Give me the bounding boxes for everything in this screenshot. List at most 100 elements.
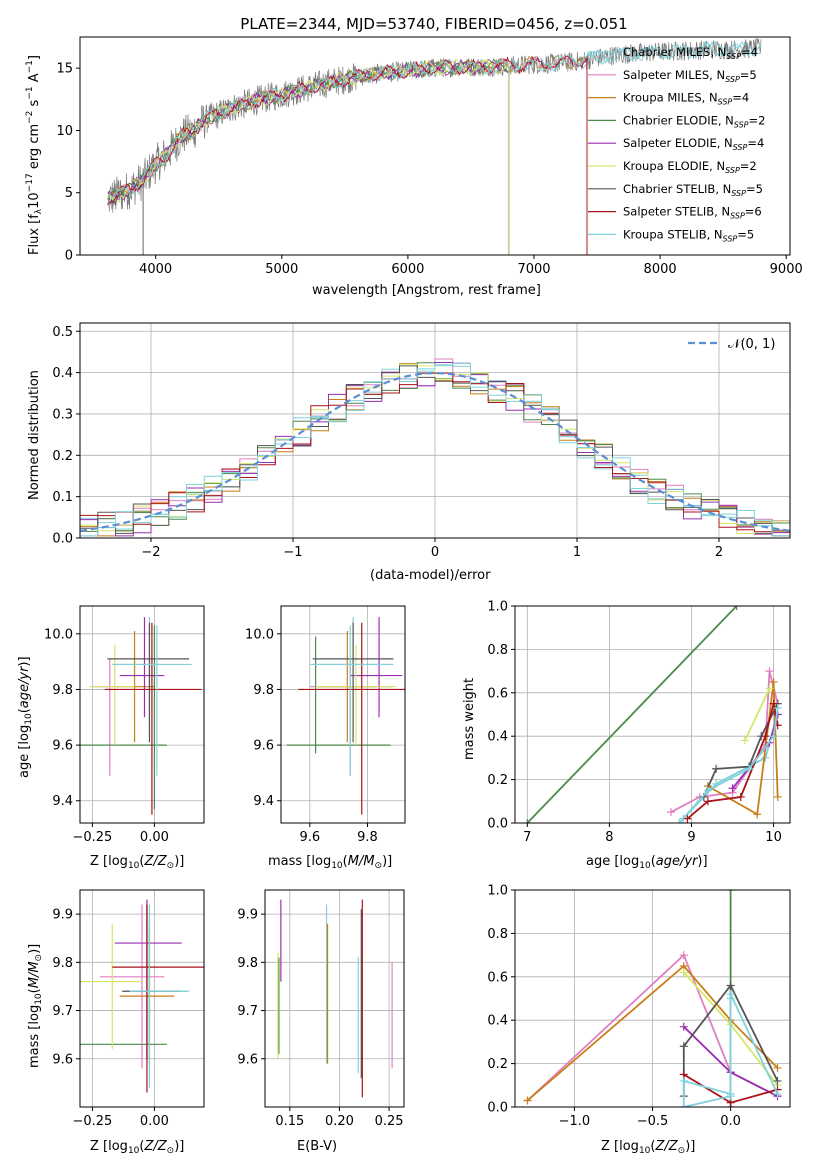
axes-frame — [514, 889, 791, 1108]
y-tick-label: 9.6 — [52, 739, 73, 754]
plot-area — [80, 358, 790, 537]
x-tick-label: 7000 — [517, 262, 550, 277]
legend: Chabrier MILES, NSSP=4 Salpeter MILES, NS… — [588, 45, 765, 243]
y-axis-label: mass weight — [462, 678, 477, 760]
mass-vs-ebv-panel: E(B-V) 0.15 0.20 0.25 9.6 9.7 9.8 9.9 — [237, 889, 405, 1154]
plot-area — [277, 899, 393, 1098]
x-tick-label: 0.00 — [140, 830, 169, 845]
x-tick-label: 10 — [765, 830, 782, 845]
weight-point-kroupa-miles — [769, 677, 778, 686]
x-axis-label: Z [log10(Z/Z⊙)] — [90, 1139, 184, 1156]
legend-label: Salpeter MILES, NSSP=5 — [623, 68, 757, 84]
y-tick-label: 9.6 — [253, 739, 274, 754]
y-axis-label: Normed distribution — [27, 370, 42, 500]
weight-point-chabrier-elodie — [732, 606, 741, 610]
x-tick-label: −1 — [283, 545, 302, 560]
weight-point-kroupa-stelib — [675, 819, 684, 823]
legend-label: Kroupa STELIB, NSSP=5 — [623, 227, 754, 243]
y-tick-label: 9.4 — [52, 794, 73, 809]
x-axis-label: mass [log10(M/M⊙)] — [268, 854, 392, 871]
weight-point-salpeter-elodie — [728, 784, 737, 793]
y-tick-label: 10 — [56, 124, 73, 139]
y-tick-label: 1.0 — [487, 884, 508, 899]
weight-point-kroupa-stelib — [703, 786, 712, 795]
weight-line-salpeter-miles — [670, 670, 779, 813]
y-tick-label: 0.2 — [52, 449, 73, 464]
weight-point-kroupa-stelib — [744, 764, 753, 773]
mass-vs-metallicity-panel: Z [log10(Z/Z⊙)] mass [log10(M/M⊙)] −0.25… — [27, 889, 205, 1156]
x-tick-label: 9 — [687, 830, 695, 845]
legend-label: Salpeter STELIB, NSSP=6 — [623, 205, 762, 221]
model-kroupa-stelib-line — [107, 40, 762, 203]
weight-vs-metallicity-panel: Z [log10(Z/Z⊙)] −1.0 −0.5 0.0 0.0 0.2 0.4 0.6 0… — [487, 884, 791, 1156]
weight-point-kroupa-stelib — [769, 732, 778, 741]
x-tick-label: 5000 — [265, 262, 298, 277]
x-tick-label: −0.5 — [637, 1114, 669, 1129]
y-tick-label: 9.8 — [52, 956, 73, 971]
plot-area — [107, 37, 762, 255]
model-chabrier-miles-line — [107, 41, 762, 206]
weight-point-kroupa-elodie — [679, 968, 688, 977]
histogram-kroupa-stelib — [80, 362, 790, 537]
weight-point-salpeter-stelib — [683, 814, 692, 823]
legend-label: Chabrier STELIB, NSSP=5 — [623, 182, 763, 198]
legend-label: Chabrier ELODIE, NSSP=2 — [623, 113, 765, 129]
weight-point-salpeter-stelib — [761, 732, 770, 741]
x-tick-label: 0 — [431, 545, 439, 560]
y-tick-label: 0.4 — [487, 1014, 508, 1029]
y-tick-label: 9.7 — [237, 1004, 258, 1019]
x-axis-label: wavelength [Angstrom, rest frame] — [312, 283, 541, 298]
y-tick-label: 5 — [65, 186, 73, 201]
axes-frame — [79, 889, 205, 1108]
weight-point-kroupa-elodie — [765, 684, 774, 693]
axes-frame — [79, 605, 205, 824]
y-axis-label: age [log10(age/yr)] — [17, 656, 34, 778]
y-tick-label: 0.0 — [487, 1101, 508, 1116]
x-axis-label: Z [log10(Z/Z⊙)] — [601, 1139, 695, 1156]
age-vs-mass-panel: mass [log10(M/M⊙)] 9.6 9.8 9.4 9.6 9.8 10.0 — [245, 605, 406, 871]
weight-point-salpeter-stelib — [769, 699, 778, 708]
plot-area — [523, 890, 782, 1107]
histogram-salpeter-stelib — [80, 372, 790, 537]
weight-point-kroupa-miles — [753, 810, 762, 819]
weight-point-salpeter-miles — [666, 808, 675, 817]
y-tick-label: 0.1 — [52, 490, 73, 505]
legend-label: Kroupa MILES, NSSP=4 — [623, 91, 749, 107]
weight-point-salpeter-stelib — [703, 797, 712, 806]
weight-point-kroupa-miles — [523, 1096, 532, 1105]
weight-point-chabrier-elodie — [523, 819, 532, 823]
x-tick-label: 8000 — [644, 262, 677, 277]
x-tick-label: 7 — [523, 830, 531, 845]
y-tick-label: 0.2 — [487, 1057, 508, 1072]
normal-distribution-curve — [80, 371, 790, 532]
weight-point-kroupa-miles — [773, 1063, 782, 1072]
x-tick-label: 6000 — [391, 262, 424, 277]
age-vs-metallicity-panel: Z [log10(Z/Z⊙)] age [log10(age/yr)] −0.2… — [17, 605, 205, 871]
weight-point-chabrier-stelib — [773, 1076, 782, 1085]
model-kroupa-elodie-line — [107, 58, 510, 255]
x-tick-label: 9.6 — [299, 830, 320, 845]
y-tick-label: 10.0 — [245, 627, 274, 642]
legend-label: Salpeter ELODIE, NSSP=4 — [623, 136, 764, 152]
y-tick-label: 0.0 — [52, 532, 73, 547]
x-tick-label: 9000 — [770, 262, 803, 277]
weight-point-salpeter-stelib — [736, 792, 745, 801]
plot-area — [286, 617, 405, 815]
y-axis-label: mass [log10(M/M⊙)] — [27, 944, 44, 1068]
legend-label: 𝒩(0, 1) — [728, 337, 775, 352]
y-tick-label: 9.6 — [52, 1052, 73, 1067]
model-chabrier-elodie-line — [107, 58, 510, 255]
axes-frame — [264, 889, 405, 1108]
axes-frame — [79, 322, 791, 539]
x-axis-label: age [log10(age/yr)] — [586, 854, 708, 871]
y-tick-label: 9.6 — [237, 1052, 258, 1067]
x-tick-label: 4000 — [139, 262, 172, 277]
y-tick-label: 9.8 — [253, 683, 274, 698]
x-tick-label: 8 — [605, 830, 613, 845]
x-tick-label: 2 — [715, 545, 723, 560]
y-tick-label: 9.9 — [237, 908, 258, 923]
y-tick-label: 0.5 — [52, 325, 73, 340]
x-axis-label: E(B-V) — [297, 1139, 337, 1154]
weight-point-kroupa-stelib — [679, 1076, 688, 1085]
